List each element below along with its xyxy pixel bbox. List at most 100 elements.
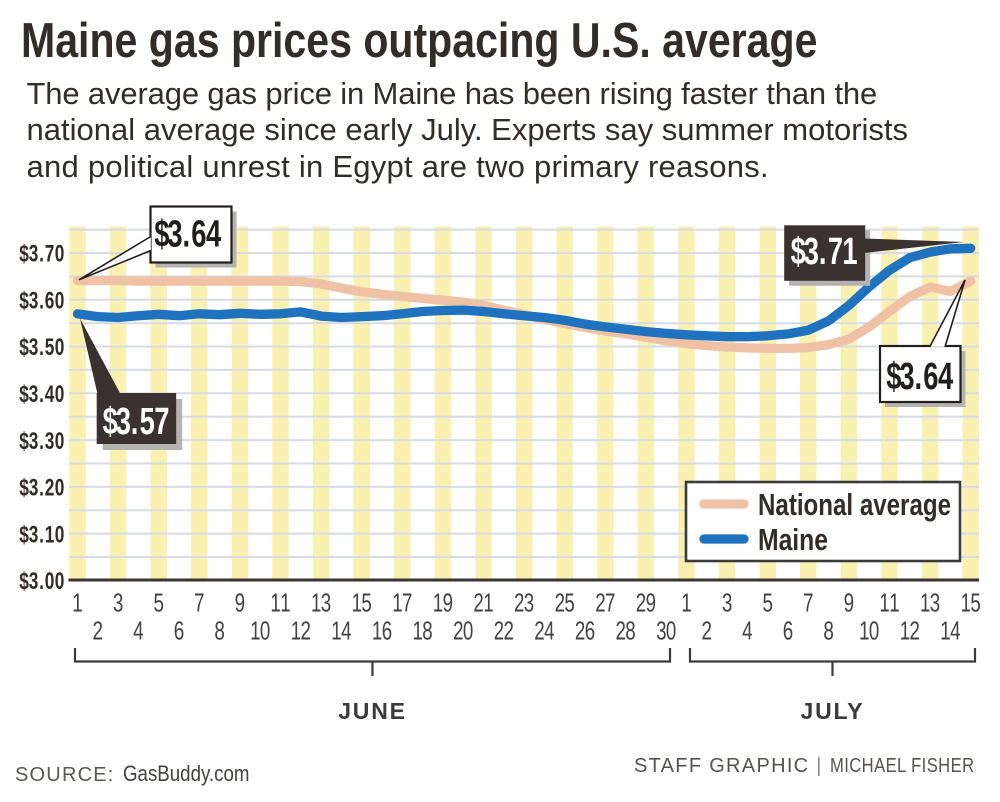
svg-text:3: 3 (29, 568, 39, 594)
svg-text:.: . (39, 288, 44, 314)
svg-text:3: 3 (29, 522, 39, 548)
svg-text:JULY: JULY (801, 698, 865, 724)
svg-text:1: 1 (920, 587, 930, 617)
svg-text:3: 3 (524, 587, 534, 617)
svg-text:6: 6 (45, 288, 55, 314)
svg-text:2: 2 (615, 615, 625, 645)
svg-text:2: 2 (45, 475, 55, 501)
svg-text:0: 0 (55, 381, 65, 407)
svg-text:2: 2 (93, 616, 104, 646)
svg-text:7: 7 (803, 588, 814, 618)
svg-text:7: 7 (194, 588, 205, 618)
svg-text:1: 1 (352, 587, 362, 617)
svg-text:1: 1 (311, 587, 321, 617)
svg-text:3: 3 (899, 356, 914, 398)
svg-text:6: 6 (191, 213, 206, 255)
svg-text:3: 3 (29, 428, 39, 454)
svg-text:1: 1 (859, 615, 869, 645)
svg-text:.: . (131, 401, 139, 443)
svg-text:1: 1 (433, 587, 443, 617)
svg-text:1: 1 (879, 587, 889, 617)
svg-text:4: 4 (45, 381, 55, 407)
svg-text:3: 3 (167, 213, 182, 255)
svg-text:3: 3 (804, 231, 819, 273)
svg-text:$: $ (19, 241, 29, 267)
svg-text:4: 4 (950, 615, 960, 645)
svg-text:6: 6 (923, 356, 938, 398)
svg-text:6: 6 (382, 615, 392, 645)
svg-text:2: 2 (453, 615, 463, 645)
svg-text:9: 9 (844, 588, 855, 618)
svg-text:Maine: Maine (758, 522, 828, 557)
svg-text:2: 2 (514, 587, 524, 617)
svg-text:4: 4 (341, 615, 351, 645)
svg-text:5: 5 (762, 588, 773, 618)
svg-text:$: $ (19, 335, 29, 361)
svg-text:0: 0 (666, 615, 676, 645)
svg-text:1: 1 (961, 587, 971, 617)
svg-text:2: 2 (300, 615, 310, 645)
svg-text:3: 3 (45, 428, 55, 454)
svg-text:1: 1 (280, 587, 290, 617)
svg-text:7: 7 (154, 401, 169, 443)
svg-text:4: 4 (133, 616, 144, 646)
svg-text:8: 8 (625, 615, 635, 645)
svg-text:4: 4 (544, 615, 554, 645)
svg-text:1: 1 (331, 615, 341, 645)
svg-text:3: 3 (722, 588, 733, 618)
svg-text:3: 3 (116, 401, 131, 443)
svg-text:3: 3 (29, 241, 39, 267)
svg-text:5: 5 (45, 335, 55, 361)
svg-text:5: 5 (361, 587, 371, 617)
svg-text:6: 6 (585, 615, 595, 645)
svg-text:3: 3 (29, 335, 39, 361)
svg-text:3: 3 (29, 475, 39, 501)
svg-text:3: 3 (656, 615, 666, 645)
svg-text:.: . (39, 475, 44, 501)
svg-text:.: . (182, 213, 190, 255)
svg-text:$: $ (886, 356, 901, 398)
svg-text:5: 5 (564, 587, 574, 617)
svg-text:1: 1 (372, 615, 382, 645)
svg-text:6: 6 (174, 616, 185, 646)
svg-text:0: 0 (55, 475, 65, 501)
svg-text:.: . (914, 356, 922, 398)
svg-text:$: $ (791, 231, 806, 273)
svg-text:8: 8 (422, 615, 432, 645)
svg-text:$: $ (19, 288, 29, 314)
svg-text:1: 1 (681, 588, 692, 618)
svg-text:2: 2 (534, 615, 544, 645)
svg-text:3: 3 (29, 288, 39, 314)
svg-text:2: 2 (702, 616, 713, 646)
svg-text:2: 2 (636, 587, 646, 617)
svg-text:.: . (39, 522, 44, 548)
svg-text:9: 9 (443, 587, 453, 617)
svg-text:0: 0 (869, 615, 879, 645)
svg-text:0: 0 (55, 288, 65, 314)
svg-text:4: 4 (742, 616, 753, 646)
svg-text:National average: National average (758, 487, 951, 522)
svg-text:9: 9 (646, 587, 656, 617)
svg-text:1: 1 (483, 587, 493, 617)
svg-text:$: $ (154, 213, 169, 255)
svg-text:4: 4 (206, 213, 222, 255)
svg-text:JUNE: JUNE (338, 698, 407, 724)
svg-text:0: 0 (45, 568, 55, 594)
svg-text:2: 2 (555, 587, 565, 617)
svg-text:.: . (39, 241, 44, 267)
svg-text:0: 0 (55, 428, 65, 454)
svg-text:1: 1 (270, 587, 280, 617)
svg-text:.: . (39, 568, 44, 594)
svg-text:7: 7 (828, 231, 843, 273)
svg-text:1: 1 (842, 231, 857, 273)
svg-text:1: 1 (392, 587, 402, 617)
svg-text:$: $ (19, 428, 29, 454)
svg-text:0: 0 (55, 241, 65, 267)
svg-text:5: 5 (153, 588, 164, 618)
svg-text:.: . (819, 231, 827, 273)
svg-text:1: 1 (940, 615, 950, 645)
svg-text:$: $ (19, 475, 29, 501)
svg-text:0: 0 (260, 615, 270, 645)
svg-text:2: 2 (595, 587, 605, 617)
svg-text:2: 2 (503, 615, 513, 645)
